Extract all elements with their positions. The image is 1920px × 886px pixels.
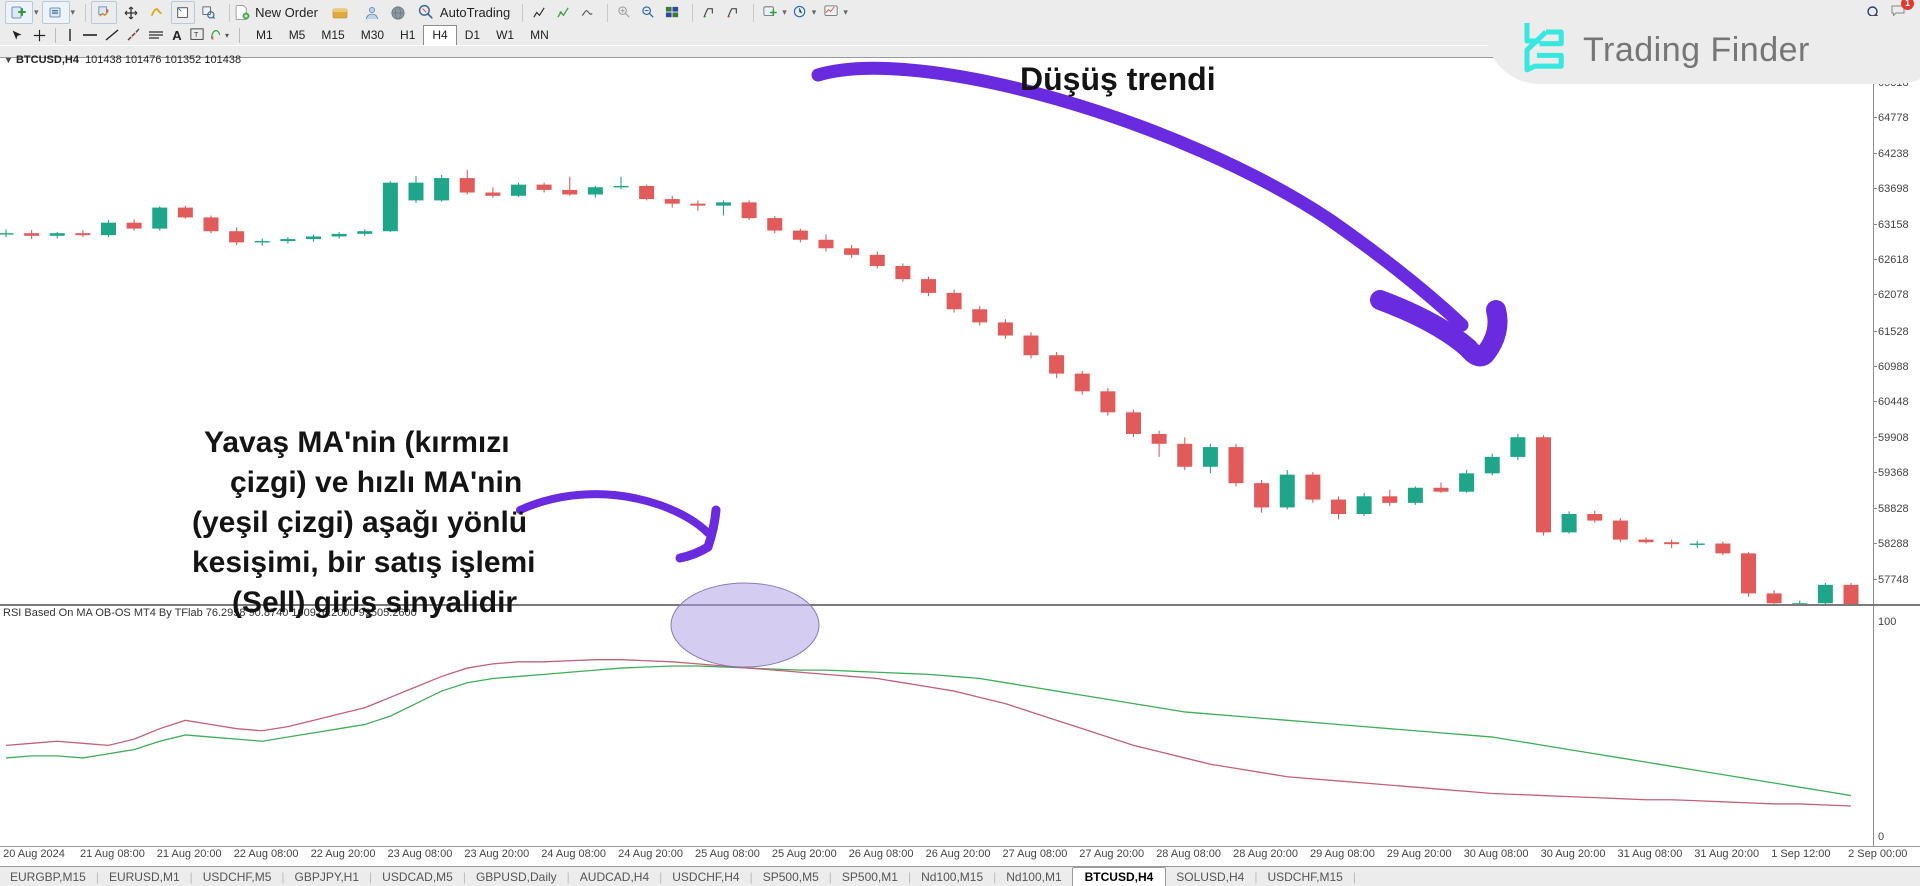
svg-text:T: T [194, 32, 199, 39]
